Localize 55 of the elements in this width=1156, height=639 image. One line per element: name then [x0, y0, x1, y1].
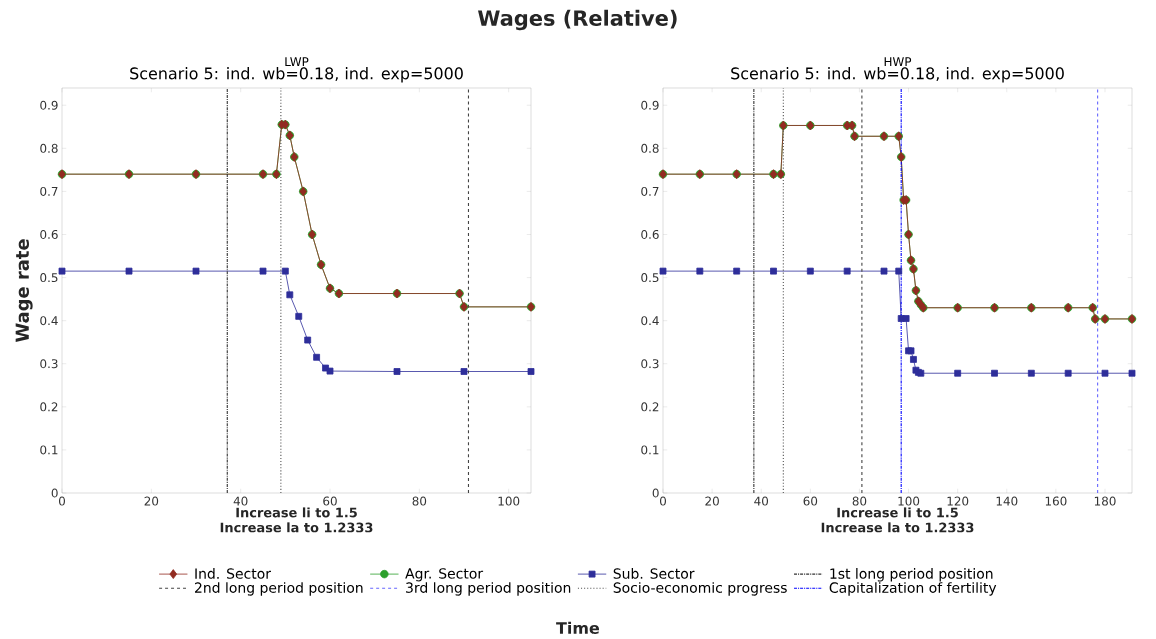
- x-tick-label: 60: [323, 496, 337, 506]
- x-tick-label: 140: [996, 496, 1018, 506]
- y-tick-label: 0.2: [641, 402, 659, 412]
- y-tick-label: 0.9: [641, 100, 659, 110]
- legend-label: Ind. Sector: [195, 568, 271, 579]
- text: Increase li to 1.5: [236, 507, 357, 518]
- chart-title: HWP: [884, 57, 912, 67]
- x-tick-label: 160: [1045, 496, 1067, 506]
- x-tick-label: 100: [498, 496, 520, 506]
- legend-label: Capitalization of fertility: [829, 582, 997, 596]
- x-tick-label: 120: [947, 496, 969, 506]
- x-tick-label: 80: [412, 496, 427, 506]
- y-tick-label: 0: [51, 488, 58, 498]
- text: Time: [556, 621, 600, 635]
- y-tick-label: 0.3: [641, 359, 659, 369]
- text: Increase la to 1.2333: [220, 522, 373, 533]
- x-tick-label: 0: [58, 496, 66, 506]
- legend-label: 3rd long period position: [406, 582, 571, 596]
- text: Increase li to 1.5: [837, 507, 958, 518]
- y-tick-label: 0.7: [641, 186, 659, 196]
- chart-title: LWP: [285, 57, 309, 67]
- y-tick-label: 0.7: [40, 186, 58, 196]
- y-tick-label: 0.5: [40, 273, 58, 283]
- y-tick-label: 0.3: [40, 359, 58, 369]
- y-tick-label: 0.2: [40, 402, 58, 412]
- legend-label: Agr. Sector: [405, 568, 484, 582]
- legend-label: 1st long period position: [830, 568, 993, 582]
- text: Wages (Relative): [478, 9, 677, 31]
- legend-label: Sub. Sector: [613, 568, 695, 579]
- y-tick-label: 0.4: [40, 316, 58, 326]
- legend-label: 2nd long period position: [195, 582, 363, 596]
- text: Increase la to 1.2333: [821, 522, 974, 533]
- x-tick-label: 40: [754, 496, 769, 506]
- y-axis-title: Wage rate: [15, 239, 33, 343]
- y-tick-label: 0.9: [40, 100, 58, 110]
- x-tick-label: 180: [1094, 496, 1116, 506]
- y-tick-label: 0.8: [40, 143, 58, 153]
- legend-label: Socio-economic progress: [613, 582, 787, 596]
- x-tick-label: 20: [144, 496, 159, 506]
- x-tick-label: 0: [659, 496, 667, 506]
- y-tick-label: 0: [652, 488, 659, 498]
- y-tick-label: 0.6: [641, 229, 659, 240]
- x-tick-label: 100: [898, 496, 920, 506]
- x-tick-label: 80: [852, 496, 867, 506]
- x-tick-label: 20: [705, 496, 719, 506]
- y-tick-label: 0.8: [641, 143, 659, 153]
- y-tick-label: 0.4: [641, 316, 659, 326]
- y-tick-label: 0.5: [641, 273, 659, 283]
- y-tick-label: 0.1: [641, 445, 659, 455]
- y-tick-label: 0.1: [40, 445, 58, 455]
- y-tick-label: 0.6: [40, 229, 58, 240]
- x-tick-label: 60: [803, 496, 818, 506]
- x-tick-label: 40: [233, 496, 248, 506]
- chart-subtitle: Scenario 5: ind. wb=0.18, ind. exp=5000: [731, 67, 1064, 83]
- chart-subtitle: Scenario 5: ind. wb=0.18, ind. exp=5000: [130, 67, 463, 83]
